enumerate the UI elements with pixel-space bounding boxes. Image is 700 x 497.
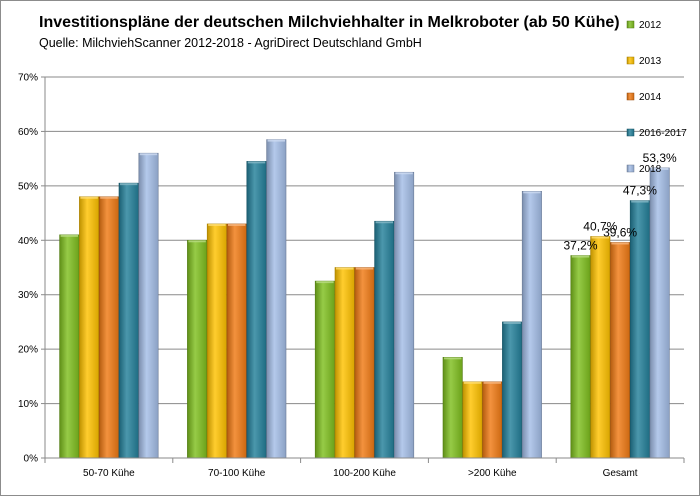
bar-top-highlight xyxy=(247,161,266,164)
bar-top-highlight xyxy=(395,172,413,175)
bar-top-highlight xyxy=(611,242,629,245)
bar-top-highlight xyxy=(208,223,226,226)
bar-top-highlight xyxy=(316,281,334,284)
y-tick-label: 40% xyxy=(18,236,38,247)
y-tick-label: 10% xyxy=(18,399,38,410)
legend-label-2013: 2013 xyxy=(639,56,662,67)
y-tick-label: 70% xyxy=(18,73,38,84)
legend: 2012 2013 2014 2016-2017 2018 xyxy=(626,20,687,175)
legend-swatch-2013 xyxy=(626,56,635,65)
bar-2012-1 xyxy=(59,234,80,459)
bar-top-highlight xyxy=(60,234,78,237)
bar-2014-4 xyxy=(482,381,503,459)
bar-2018-1 xyxy=(138,152,159,459)
y-tick-label: 60% xyxy=(18,127,38,138)
bar-2013-4 xyxy=(462,381,483,459)
bar-top-highlight xyxy=(228,223,246,226)
bar-top-highlight xyxy=(120,183,138,186)
bar-2018-3 xyxy=(394,171,415,459)
bar-2013-1 xyxy=(79,196,100,459)
bar-2016-2017-1 xyxy=(118,182,139,459)
data-label: 37,2% xyxy=(563,239,597,253)
plot-area: 0% 10% 20% 30% 40% 50% 60% 70% 50-70 Kühe 70-100 … xyxy=(18,73,685,479)
bar-2013-5 xyxy=(590,236,611,459)
x-category-label: 50-70 Kühe xyxy=(83,468,135,479)
x-category-label: 100-200 Kühe xyxy=(333,468,396,479)
bar-top-highlight xyxy=(651,167,669,170)
bar-2012-4 xyxy=(442,357,463,459)
legend-label-2014: 2014 xyxy=(639,92,662,103)
bar-2014-2 xyxy=(226,223,247,459)
bar-top-highlight xyxy=(463,381,482,384)
bar-top-highlight xyxy=(523,191,541,194)
bar-top-highlight xyxy=(188,240,206,243)
bar-2018-2 xyxy=(266,139,287,459)
bar-top-highlight xyxy=(267,139,285,142)
y-tick-label: 0% xyxy=(24,454,39,465)
x-category-label: 70-100 Kühe xyxy=(208,468,266,479)
y-tick-label: 30% xyxy=(18,290,38,301)
bar-top-highlight xyxy=(571,255,590,258)
bar-2012-3 xyxy=(314,280,335,459)
bar-2013-2 xyxy=(206,223,227,459)
bar-2018-4 xyxy=(521,191,542,459)
bar-top-highlight xyxy=(139,153,158,156)
bar-2016-2017-2 xyxy=(246,161,267,459)
legend-swatch-2014 xyxy=(626,92,635,101)
legend-swatch-2018 xyxy=(626,164,635,173)
bar-top-highlight xyxy=(80,196,98,199)
bar-2013-3 xyxy=(334,267,355,459)
bar-2016-2017-4 xyxy=(502,321,523,459)
data-label: 39,6% xyxy=(603,225,637,239)
y-tick-label: 20% xyxy=(18,345,38,356)
chart-subtitle: Quelle: MilchviehScanner 2012-2018 - Agr… xyxy=(39,36,422,50)
bar-2014-5 xyxy=(610,242,631,459)
legend-label-2016-2017: 2016-2017 xyxy=(639,128,687,139)
bar-2016-2017-3 xyxy=(374,220,395,459)
y-tick-label: 50% xyxy=(18,181,38,192)
data-label: 47,3% xyxy=(623,184,657,198)
legend-swatch-2016-2017 xyxy=(626,128,635,137)
bar-2012-2 xyxy=(187,239,208,459)
legend-swatch-2012 xyxy=(626,20,635,29)
bar-top-highlight xyxy=(631,200,649,203)
bar-2018-5 xyxy=(649,167,670,459)
bar-top-highlight xyxy=(591,236,609,239)
legend-label-2018: 2018 xyxy=(639,164,662,175)
data-label: 40,7% xyxy=(583,219,617,233)
bar-top-highlight xyxy=(336,267,354,270)
data-label: 53,3% xyxy=(643,151,677,165)
x-category-label: Gesamt xyxy=(603,468,638,479)
bar-top-highlight xyxy=(483,381,501,384)
bar-2014-3 xyxy=(354,267,375,459)
bar-2014-1 xyxy=(98,196,119,459)
bar-top-highlight xyxy=(503,321,521,324)
bar-top-highlight xyxy=(355,267,374,270)
bar-2012-5 xyxy=(570,255,591,459)
legend-label-2012: 2012 xyxy=(639,20,662,31)
bar-top-highlight xyxy=(444,357,462,360)
bar-top-highlight xyxy=(375,221,393,224)
x-category-label: >200 Kühe xyxy=(468,468,517,479)
bar-top-highlight xyxy=(100,196,118,199)
chart-title: Investitionspläne der deutschen Milchvie… xyxy=(39,14,620,31)
